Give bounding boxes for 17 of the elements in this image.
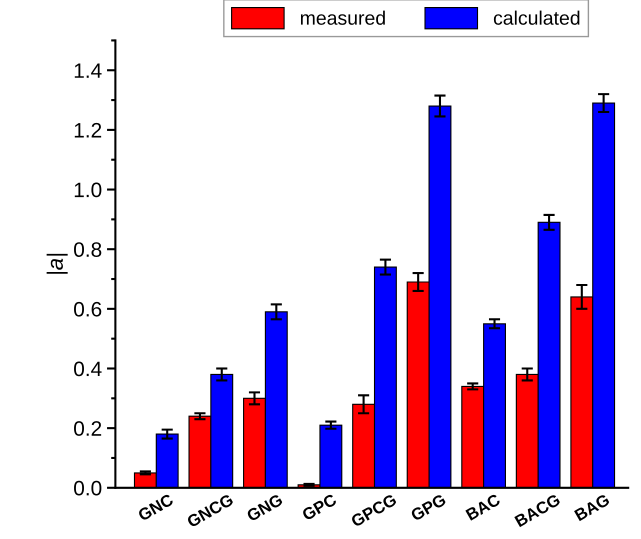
legend-label: measured: [300, 10, 385, 25]
y-tick-label: 0.0: [74, 480, 102, 496]
y-tick-label: 0.4: [74, 362, 102, 376]
x-tick-label: GNG: [246, 494, 284, 522]
x-tick-label: GPG: [410, 494, 446, 522]
y-tick-label: 1.0: [74, 182, 102, 198]
y-tick-label: 0.2: [74, 421, 102, 436]
x-tick-label: GPC: [301, 493, 338, 521]
y-tick-label: 1.2: [74, 122, 102, 138]
x-tick-label: GNC: [137, 493, 174, 522]
y-tick-label: 0.6: [74, 302, 102, 317]
y-tick-label: 1.4: [74, 63, 102, 78]
legend-label: calculated: [494, 10, 580, 25]
y-tick-label: 0.8: [74, 242, 102, 257]
y-axis-title: |a|: [46, 254, 68, 274]
x-tick-label: BAC: [465, 493, 502, 521]
x-tick-label: BAG: [574, 494, 610, 522]
